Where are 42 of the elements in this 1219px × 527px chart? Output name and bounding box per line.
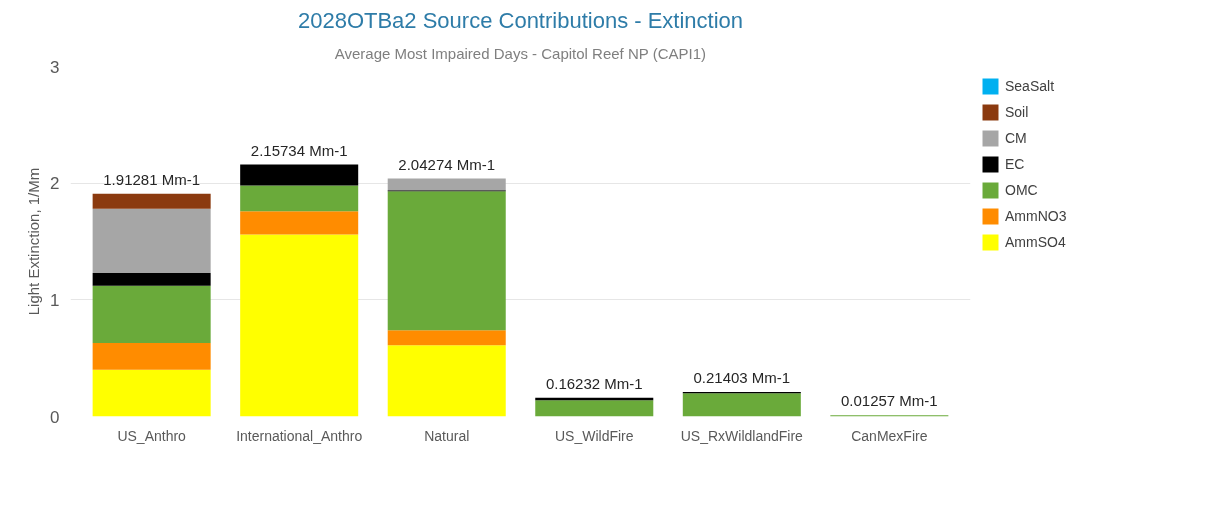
y-tick-label: 2 — [50, 174, 60, 194]
legend-label: SeaSalt — [1005, 78, 1055, 94]
bar — [92, 369, 211, 417]
total-label: 2.04274 Mm-1 — [398, 155, 496, 173]
x-tick-label: US_RxWildlandFire — [680, 427, 804, 444]
y-tick-label: 1 — [50, 290, 60, 310]
total-label: 0.01257 Mm-1 — [840, 392, 938, 410]
legend-label: Soil — [1005, 104, 1029, 120]
total-label: 0.21403 Mm-1 — [693, 369, 791, 386]
bar — [92, 193, 211, 209]
bar — [387, 330, 506, 346]
bar — [240, 211, 359, 235]
x-tick-label: US_Anthro — [117, 427, 187, 444]
x-tick-label: Natural — [424, 427, 470, 444]
x-tick-label: US_WildFire — [554, 427, 634, 444]
x-tick-label: International_Anthro — [236, 427, 363, 444]
bar — [535, 400, 654, 417]
legend-label: AmmSO4 — [1005, 234, 1066, 250]
y-tick-label: 0 — [50, 407, 60, 427]
total-label: 0.16232 Mm-1 — [545, 374, 643, 392]
bar — [387, 191, 506, 331]
legend-label: EC — [1005, 156, 1025, 172]
x-tick-label: CanMexFire — [851, 427, 928, 444]
bar — [240, 164, 359, 186]
bar — [682, 393, 801, 417]
total-label: 2.15734 Mm-1 — [250, 141, 348, 159]
bar — [92, 208, 211, 273]
bar — [92, 273, 211, 286]
total-label: 1.91281 Mm-1 — [103, 170, 201, 188]
legend-label: AmmNO3 — [1005, 208, 1067, 224]
y-tick-label: 3 — [50, 57, 60, 77]
bar — [92, 285, 211, 343]
legend-label: CM — [1005, 130, 1027, 146]
bar — [240, 234, 359, 417]
bar — [240, 185, 359, 212]
chart-title: 2028OTBa2 Source Contributions - Extinction — [297, 7, 744, 33]
bar — [387, 345, 506, 417]
y-axis-title: Light Extinction, 1/Mm — [25, 167, 43, 316]
chart-subtitle: Average Most Impaired Days - Capitol Reef NP (CAPI1) — [334, 44, 706, 62]
bar — [92, 343, 211, 370]
bar — [387, 178, 506, 191]
legend-label: OMC — [1005, 182, 1038, 198]
